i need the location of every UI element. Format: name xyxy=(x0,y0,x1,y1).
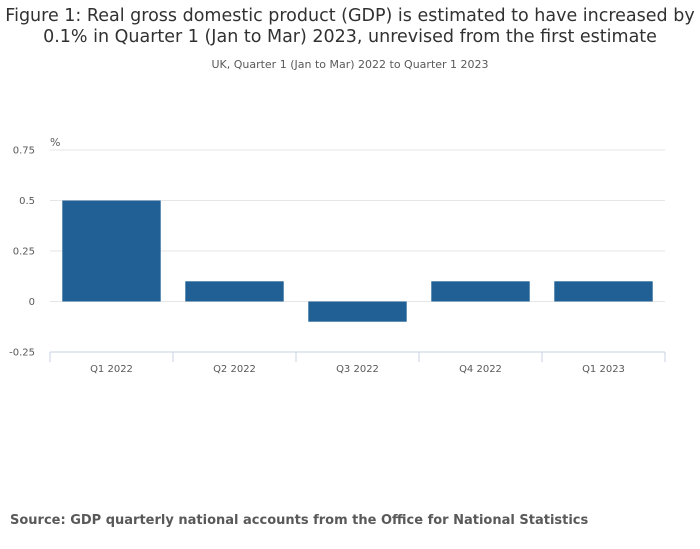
x-tick-label: Q1 2023 xyxy=(582,364,625,375)
x-tick-label: Q3 2022 xyxy=(336,364,379,375)
chart-subtitle: UK, Quarter 1 (Jan to Mar) 2022 to Quart… xyxy=(211,58,489,71)
y-axis-unit-label: % xyxy=(50,136,60,149)
bar-q1-2023 xyxy=(554,281,653,302)
y-tick-label: 0.5 xyxy=(19,196,35,207)
y-tick-label: 0.75 xyxy=(13,146,35,157)
source-note: Source: GDP quarterly national accounts … xyxy=(10,513,589,528)
bar-q2-2022 xyxy=(185,281,284,302)
y-tick-label: -0.25 xyxy=(9,348,35,359)
x-tick-label: Q1 2022 xyxy=(90,364,133,375)
y-axis-labels: -0.25 0 0.25 0.5 0.75 xyxy=(9,146,35,359)
y-tick-label: 0 xyxy=(29,297,35,308)
chart-title: Figure 1: Real gross domestic product (G… xyxy=(5,6,695,47)
bars xyxy=(62,200,653,322)
bar-q1-2022 xyxy=(62,200,161,302)
y-tick-label: 0.25 xyxy=(13,247,35,258)
bar-q4-2022 xyxy=(431,281,530,302)
x-tick-label: Q4 2022 xyxy=(459,364,502,375)
x-axis: Q1 2022 Q2 2022 Q3 2022 Q4 2022 Q1 2023 xyxy=(49,351,666,375)
bar-q3-2022 xyxy=(308,301,407,322)
x-tick-label: Q2 2022 xyxy=(213,364,256,375)
